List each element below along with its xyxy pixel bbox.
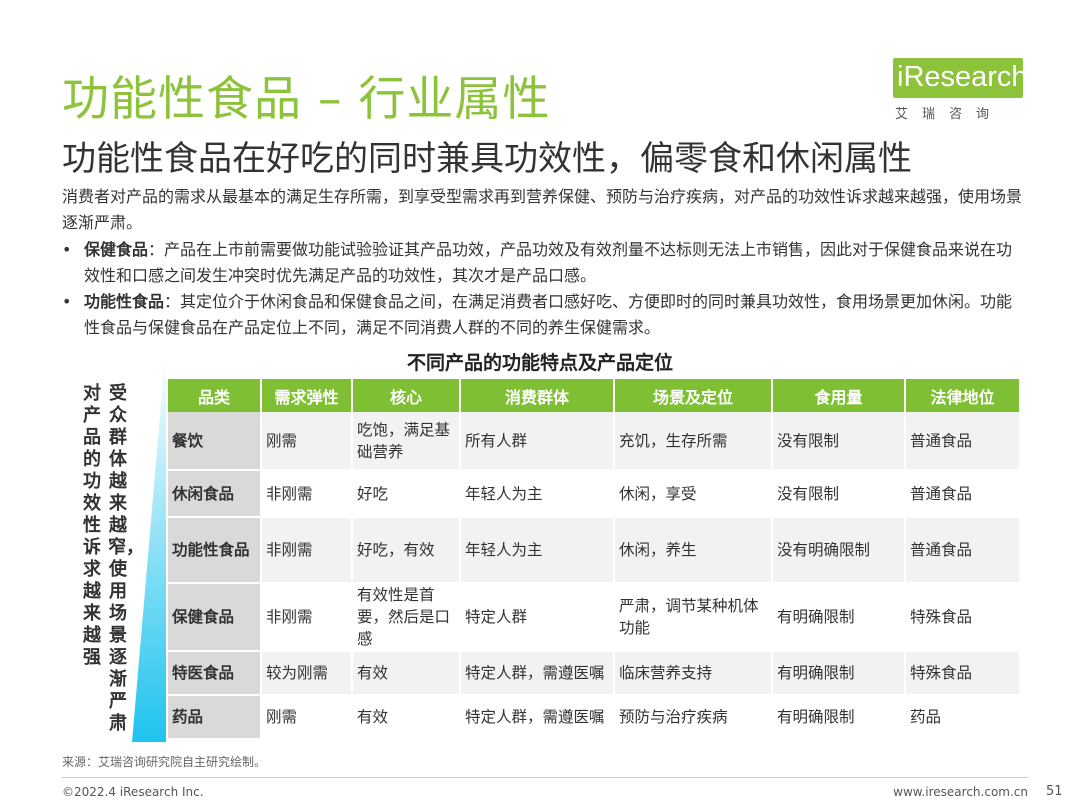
col-header: 消费群体 [460,379,615,412]
website-link[interactable]: www.iresearch.com.cn [893,785,1028,799]
table-cell: 普通食品 [905,412,1021,471]
table-cell: 没有明确限制 [772,517,906,584]
table-title: 不同产品的功能特点及产品定位 [406,352,673,374]
col-header: 品类 [168,379,262,412]
table-row: 休闲食品 非刚需 好吃 年轻人为主 休闲，享受 没有限制 普通食品 [168,470,1021,518]
narrowing-arrow-icon [132,370,166,742]
table-cell: 非刚需 [261,583,353,652]
table-cell: 没有限制 [772,412,906,471]
left-label-outer: 对产品的功效性诉求越来越强 [83,383,101,668]
table-cell: 有效 [352,651,461,696]
intro-paragraph: 消费者对产品的需求从最基本的满足生存所需，到享受型需求再到营养保健、预防与治疗疾… [62,187,1023,232]
col-header: 核心 [352,379,461,412]
table-cell: 特定人群，需遵医嘱 [460,695,615,740]
table-cell: 休闲，享受 [614,470,773,518]
category-cell: 保健食品 [168,583,262,652]
bullet-functional-food: • 功能性食品：其定位介于休闲食品和保健食品之间，在满足消费者口感好吃、方便即时… [62,289,1028,341]
table-cell: 特定人群，需遵医嘱 [460,651,615,696]
table-cell: 好吃，有效 [352,517,461,584]
table-row: 保健食品 非刚需 有效性是首要，然后是口感 特定人群 严肃，调节某种机体功能 有… [168,583,1021,652]
table-cell: 年轻人为主 [460,517,615,584]
table-cell: 有效性是首要，然后是口感 [352,583,461,652]
page-subtitle: 功能性食品在好吃的同时兼具功效性，偏零食和休闲属性 [62,139,912,179]
bullet-term: 保健食品 [84,240,149,259]
table-cell: 没有限制 [772,470,906,518]
table-cell: 特定人群 [460,583,615,652]
table-cell: 刚需 [261,695,353,740]
table-cell: 非刚需 [261,470,353,518]
table-cell: 非刚需 [261,517,353,584]
logo-badge [893,58,1023,98]
table-row: 特医食品 较为刚需 有效 特定人群，需遵医嘱 临床营养支持 有明确限制 特殊食品 [168,651,1021,696]
table-cell: 有明确限制 [772,583,906,652]
logo-sub: 艾瑞咨询 [895,107,1004,122]
table-cell: 有明确限制 [772,695,906,740]
col-header: 法律地位 [905,379,1021,412]
table-cell: 较为刚需 [261,651,353,696]
table-cell: 年轻人为主 [460,470,615,518]
table-cell: 特殊食品 [905,651,1021,696]
col-header: 需求弹性 [261,379,353,412]
category-cell: 餐饮 [168,412,262,471]
table-cell: 普通食品 [905,517,1021,584]
table-row: 餐饮 刚需 吃饱，满足基础营养 所有人群 充饥，生存所需 没有限制 普通食品 [168,412,1021,471]
table-cell: 休闲，养生 [614,517,773,584]
table-cell: 好吃 [352,470,461,518]
product-positioning-table: 品类 需求弹性 核心 消费群体 场景及定位 食用量 法律地位 餐饮 刚需 吃饱，… [168,379,1021,740]
bullet-text: ：产品在上市前需要做功能试验验证其产品功效，产品功效及有效剂量不达标则无法上市销… [84,240,1013,285]
category-cell: 药品 [168,695,262,740]
source-note: 来源：艾瑞咨询研究院自主研究绘制。 [62,755,267,769]
table-cell: 刚需 [261,412,353,471]
bullet-text: ：其定位介于休闲食品和保健食品之间，在满足消费者口感好吃、方便即时的同时兼具功效… [84,292,1013,337]
bullet-health-food: • 保健食品：产品在上市前需要做功能试验验证其产品功效，产品功效及有效剂量不达标… [62,237,1028,289]
table-cell: 有明确限制 [772,651,906,696]
category-cell: 特医食品 [168,651,262,696]
table-cell: 预防与治疗疾病 [614,695,773,740]
table-header-row: 品类 需求弹性 核心 消费群体 场景及定位 食用量 法律地位 [168,379,1021,412]
category-cell: 休闲食品 [168,470,262,518]
page-number: 51 [1046,784,1063,799]
table-row: 功能性食品 非刚需 好吃，有效 年轻人为主 休闲，养生 没有明确限制 普通食品 [168,517,1021,584]
table-cell: 有效 [352,695,461,740]
category-cell: 功能性食品 [168,517,262,584]
table-cell: 所有人群 [460,412,615,471]
table-cell: 吃饱，满足基础营养 [352,412,461,471]
table-cell: 临床营养支持 [614,651,773,696]
footer-divider [62,777,1028,778]
table-cell: 药品 [905,695,1021,740]
bullet-dot: • [62,240,72,259]
copyright: ©2022.4 iResearch Inc. [62,785,204,799]
table-cell: 严肃，调节某种机体功能 [614,583,773,652]
col-header: 场景及定位 [614,379,773,412]
table-cell: 普通食品 [905,470,1021,518]
bullet-term: 功能性食品 [84,292,165,311]
page-title: 功能性食品 – 行业属性 [62,72,551,127]
col-header: 食用量 [772,379,906,412]
left-label-inner: 受众群体越来越窄，使用场景逐渐严肃 [108,383,144,734]
iresearch-logo: iResearch 艾瑞咨询 [893,58,1028,122]
table-cell: 充饥，生存所需 [614,412,773,471]
logo-brand: iResearch [897,61,1028,93]
table-cell: 特殊食品 [905,583,1021,652]
bullet-dot: • [62,292,72,311]
table-row: 药品 刚需 有效 特定人群，需遵医嘱 预防与治疗疾病 有明确限制 药品 [168,695,1021,740]
